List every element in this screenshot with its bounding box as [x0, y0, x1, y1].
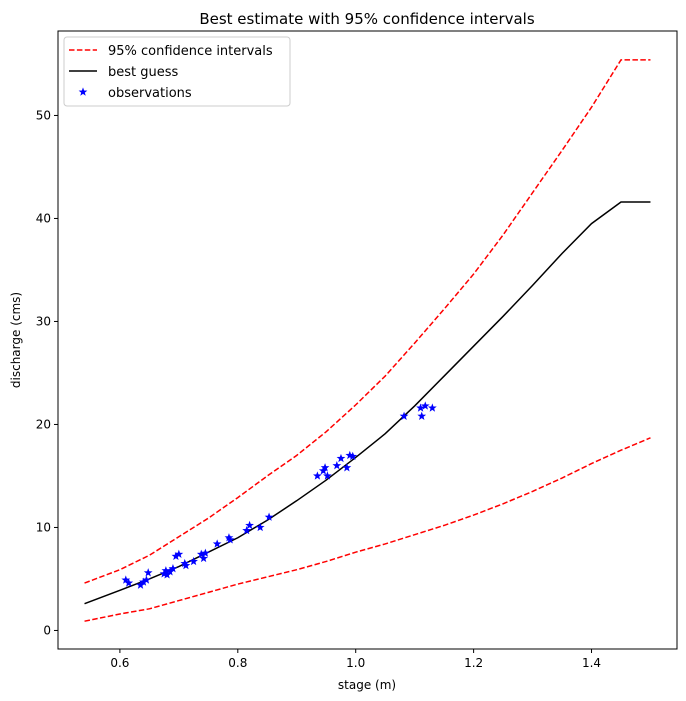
observation-point — [181, 560, 191, 570]
legend: 95% confidence intervals best guess obse… — [63, 36, 291, 107]
observation-point — [336, 453, 346, 463]
legend-ci-label: 95% confidence intervals — [108, 44, 273, 59]
observation-point — [162, 570, 172, 579]
observation-point — [136, 580, 145, 589]
observation-point — [121, 575, 131, 584]
y-tick-label: 30 — [36, 314, 51, 328]
observation-point — [416, 403, 425, 412]
observation-point — [168, 564, 178, 573]
observation-point — [323, 471, 332, 480]
observation-point — [420, 401, 430, 410]
ci-lower-line — [84, 437, 651, 622]
x-tick-label: 1.2 — [464, 656, 483, 670]
observation-point — [174, 549, 184, 558]
axes-frame — [57, 30, 678, 650]
observation-point — [189, 556, 198, 566]
y-tick-label: 50 — [36, 108, 51, 122]
observation-point — [143, 568, 153, 577]
observation-point — [245, 520, 254, 530]
observation-point — [417, 411, 427, 420]
legend-best-label: best guess — [108, 65, 179, 80]
observation-point — [201, 548, 210, 557]
legend-box — [63, 36, 291, 107]
y-tick-label: 20 — [36, 417, 51, 431]
observation-point — [348, 451, 358, 461]
y-tick-label: 0 — [43, 623, 51, 637]
observation-point — [225, 535, 235, 544]
observation-point — [224, 533, 234, 542]
observation-point — [313, 471, 322, 480]
x-tick-label: 0.8 — [228, 656, 247, 670]
observation-point — [199, 553, 208, 563]
observation-point — [212, 539, 222, 548]
ci-upper-line — [84, 59, 651, 584]
y-tick-label: 40 — [36, 211, 51, 225]
legend-observations-label: observations — [108, 86, 192, 101]
observation-point — [427, 403, 437, 412]
legend-observations-marker — [78, 87, 88, 96]
observation-point — [142, 575, 151, 584]
observation-point — [242, 525, 252, 535]
observation-point — [161, 566, 171, 575]
x-axis-label: stage (m) — [338, 678, 396, 692]
observation-point — [139, 577, 148, 586]
plot-area — [84, 59, 651, 622]
y-tick-label: 10 — [36, 520, 51, 534]
observation-point — [264, 512, 274, 521]
observation-point — [399, 411, 409, 420]
axis-ticks: 0.6 0.8 1.0 1.2 1.4 0 10 20 30 40 50 — [36, 108, 601, 670]
observation-point — [342, 463, 352, 472]
x-tick-label: 0.6 — [110, 656, 129, 670]
observation-point — [255, 522, 265, 532]
observation-point — [180, 558, 190, 568]
observation-point — [124, 578, 134, 587]
observation-point — [332, 461, 342, 470]
observation-point — [165, 567, 175, 576]
x-tick-label: 1.0 — [346, 656, 365, 670]
observation-point — [171, 551, 181, 561]
y-axis-label: discharge (cms) — [9, 292, 23, 388]
observation-point — [320, 463, 330, 472]
observation-point — [196, 549, 206, 558]
chart-title: Best estimate with 95% confidence interv… — [199, 10, 535, 28]
x-tick-label: 1.4 — [582, 656, 601, 670]
